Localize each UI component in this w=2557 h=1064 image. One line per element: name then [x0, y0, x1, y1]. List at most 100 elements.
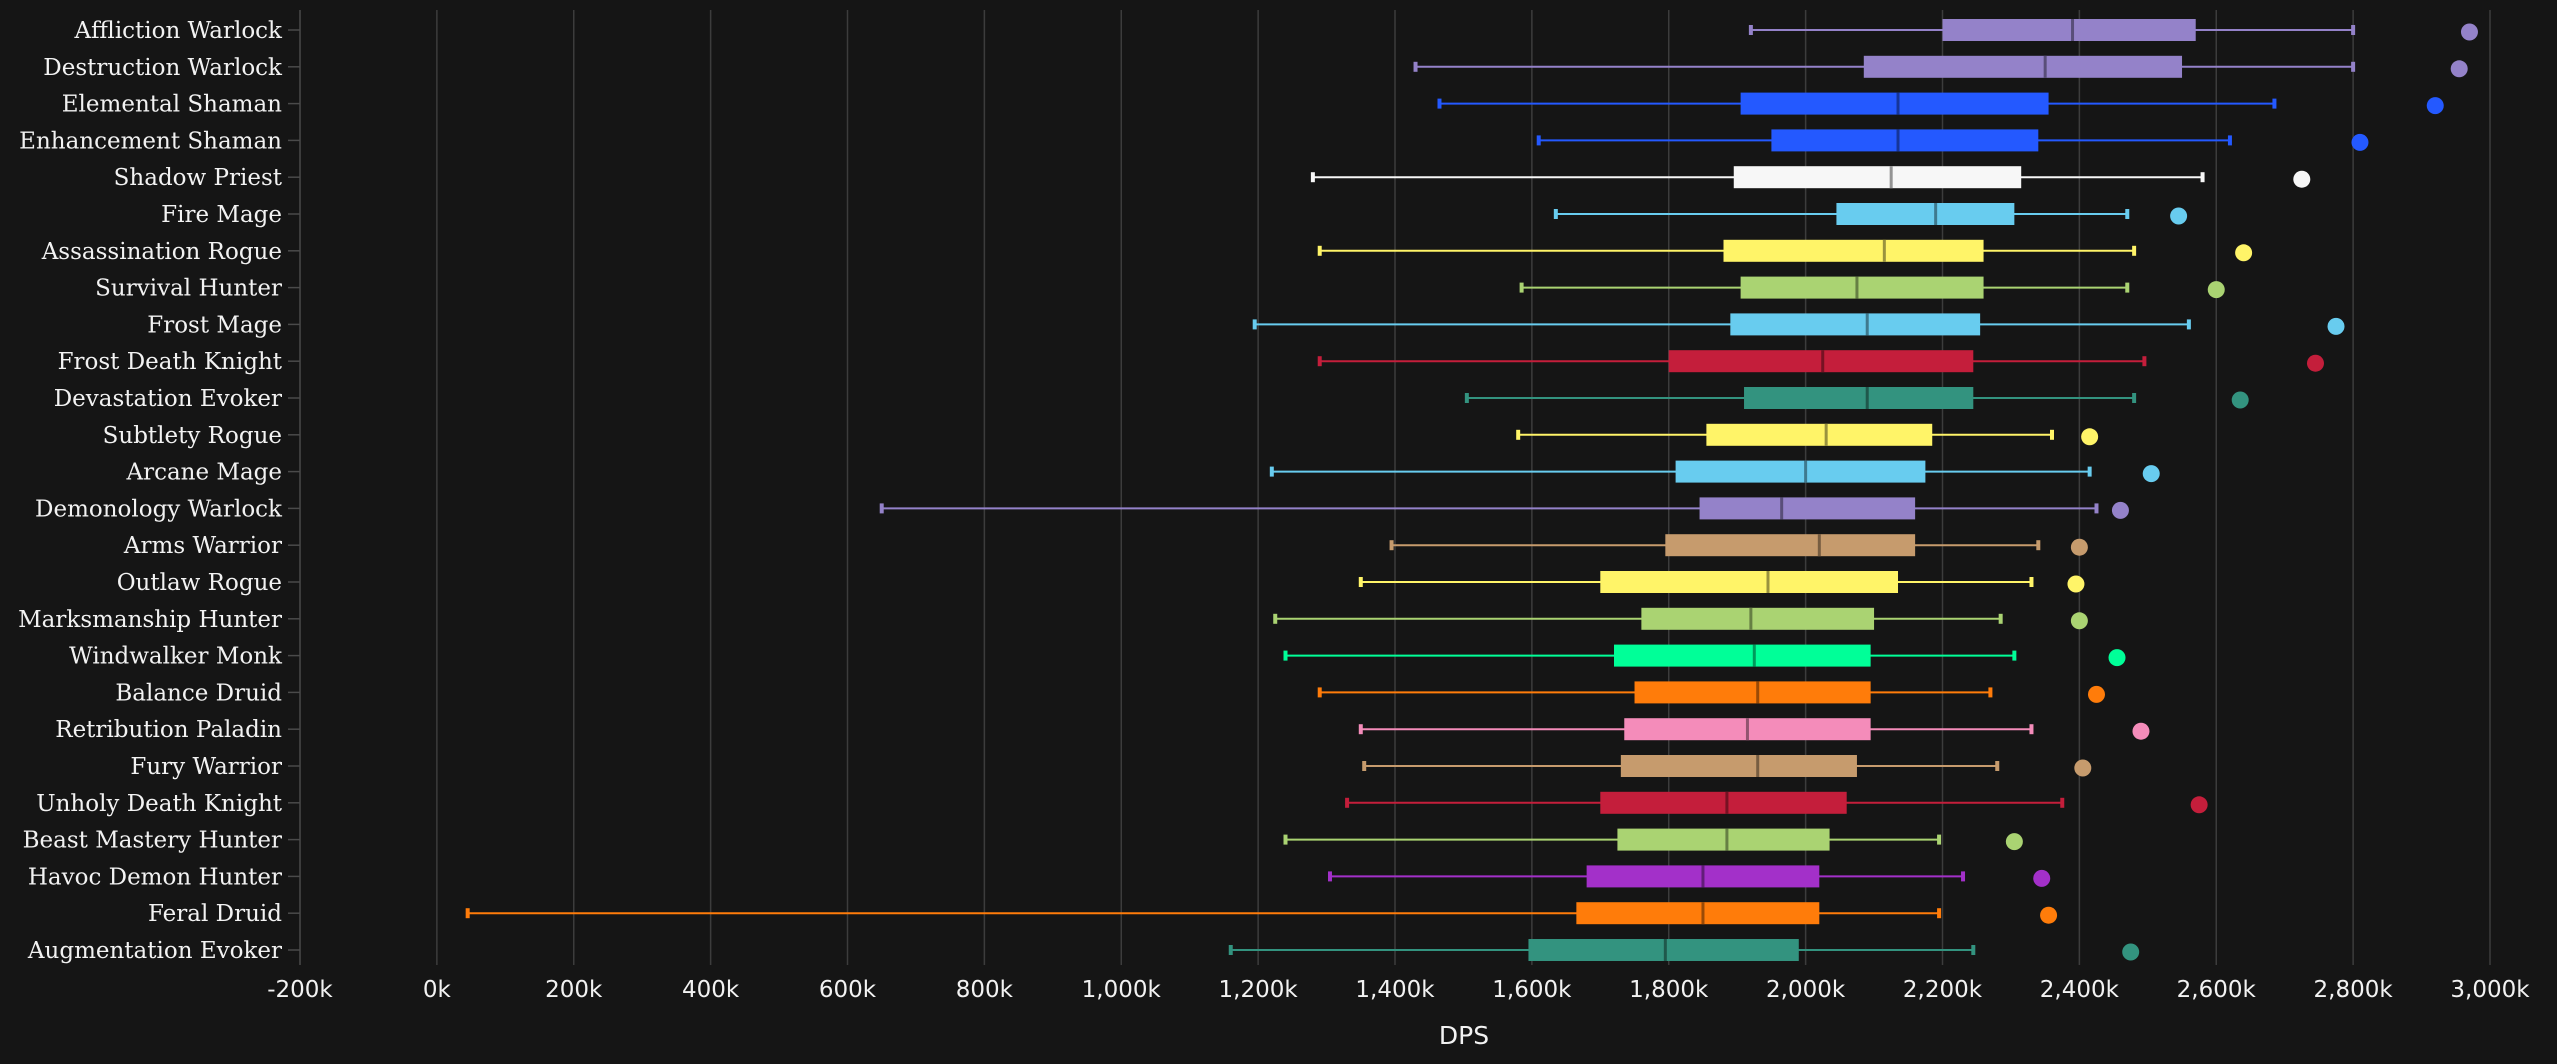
outlier-point	[2070, 538, 2088, 556]
category-label: Elemental Shaman	[62, 92, 282, 118]
box-iqr	[1740, 92, 2049, 115]
category-label: Demonology Warlock	[35, 496, 283, 522]
box-iqr	[1600, 791, 1847, 814]
box-iqr	[1744, 387, 1974, 409]
box-row	[1283, 828, 2023, 851]
box-iqr	[1634, 681, 1871, 704]
x-tick-label: 2,400k	[2040, 977, 2120, 1003]
category-label: Outlaw Rogue	[117, 570, 282, 596]
box-row	[1252, 313, 2345, 336]
box-iqr	[1641, 607, 1875, 630]
outlier-point	[2108, 649, 2126, 667]
x-axis-title: DPS	[1439, 1021, 1489, 1050]
x-tick-label: 1,000k	[1082, 977, 1162, 1003]
box-series	[465, 19, 2478, 961]
category-label: Havoc Demon Hunter	[28, 864, 282, 890]
box-row	[1536, 129, 2369, 152]
category-label: Marksmanship Hunter	[18, 607, 282, 633]
category-label: Arms Warrior	[123, 533, 282, 559]
box-iqr	[1836, 203, 2015, 225]
outlier-point	[2190, 796, 2208, 814]
box-row	[879, 497, 2129, 520]
outlier-point	[2081, 428, 2099, 446]
category-label: Shadow Priest	[114, 165, 283, 191]
x-axis-ticks: -200k 0k 200k 400k 600k 800k 1,000k 1,200k 1,400…	[267, 977, 2530, 1003]
outlier-point	[2040, 906, 2058, 924]
category-label: Arcane Mage	[125, 460, 282, 486]
box-iqr	[1740, 276, 1984, 299]
outlier-point	[2033, 869, 2051, 887]
box-iqr	[1706, 423, 1933, 446]
category-label: Frost Death Knight	[58, 349, 283, 375]
x-tick-label: 800k	[956, 977, 1014, 1003]
category-label: Affliction Warlock	[74, 18, 284, 44]
category-label: Destruction Warlock	[43, 55, 283, 81]
outlier-point	[2351, 133, 2369, 151]
x-tick-label: 2,600k	[2177, 977, 2257, 1003]
box-iqr	[1600, 571, 1899, 593]
outlier-point	[2293, 170, 2311, 188]
x-tick-label: 200k	[545, 977, 603, 1003]
category-label: Augmentation Evoker	[27, 938, 282, 964]
outlier-point	[2327, 317, 2345, 335]
box-row	[1748, 19, 2478, 41]
box-iqr	[1863, 55, 2183, 78]
outlier-point	[2231, 391, 2249, 409]
box-row	[1389, 534, 2088, 557]
x-tick-label: 1,200k	[1219, 977, 1299, 1003]
x-tick-label: 3,000k	[2450, 977, 2530, 1003]
box-row	[1516, 423, 2099, 446]
category-label: Assassination Rogue	[41, 239, 282, 265]
box-iqr	[1733, 166, 2022, 189]
outlier-point	[2111, 501, 2129, 519]
outlier-point	[2170, 207, 2188, 225]
outlier-point	[2122, 943, 2140, 961]
category-label: Fury Warrior	[130, 754, 282, 780]
x-tick-label: 1,800k	[1629, 977, 1709, 1003]
box-row	[465, 902, 2058, 925]
box-iqr	[1942, 19, 2196, 41]
outlier-point	[2074, 759, 2092, 777]
box-row	[1358, 571, 2085, 593]
outlier-point	[2235, 244, 2253, 262]
box-row	[1317, 239, 2253, 262]
box-iqr	[1528, 939, 1799, 961]
box-iqr	[1668, 350, 1974, 373]
box-row	[1437, 92, 2444, 115]
category-label: Retribution Paladin	[55, 717, 282, 743]
outlier-point	[2306, 354, 2324, 372]
box-row	[1519, 276, 2225, 299]
outlier-point	[2142, 465, 2160, 483]
x-tick-label: 2,800k	[2314, 977, 2394, 1003]
box-iqr	[1675, 460, 1926, 483]
category-label: Unholy Death Knight	[36, 791, 283, 817]
category-label: Windwalker Monk	[69, 644, 283, 670]
outlier-point	[2070, 612, 2088, 630]
x-tick-label: 1,400k	[1355, 977, 1435, 1003]
box-row	[1345, 791, 2208, 814]
box-iqr	[1576, 902, 1820, 925]
box-row	[1327, 865, 2051, 888]
box-row	[1464, 387, 2249, 409]
outlier-point	[2460, 23, 2478, 41]
category-label: Feral Druid	[148, 901, 282, 927]
x-tick-label: 2,200k	[1903, 977, 1983, 1003]
box-iqr	[1730, 313, 1981, 336]
box-row	[1413, 55, 2468, 78]
category-label: Fire Mage	[161, 202, 282, 228]
x-tick-label: -200k	[267, 977, 333, 1003]
category-label: Balance Druid	[115, 680, 282, 706]
outlier-point	[2087, 685, 2105, 703]
box-row	[1362, 755, 2092, 777]
box-iqr	[1723, 239, 1984, 262]
box-row	[1283, 644, 2126, 667]
category-label: Survival Hunter	[95, 276, 282, 302]
x-tick-label: 2,000k	[1766, 977, 1846, 1003]
grid-lines	[299, 10, 2491, 965]
x-tick-label: 400k	[682, 977, 740, 1003]
category-label: Enhancement Shaman	[19, 128, 282, 154]
box-row	[1317, 681, 2105, 704]
category-label: Frost Mage	[147, 312, 282, 338]
outlier-point	[2005, 833, 2023, 851]
